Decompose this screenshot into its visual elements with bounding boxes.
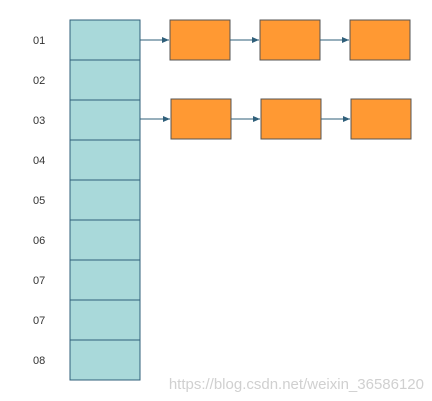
bucket-cell xyxy=(69,139,141,181)
bucket-label: 07 xyxy=(33,275,45,287)
bucket-cell xyxy=(69,19,141,61)
node xyxy=(169,19,231,61)
bucket-label: 03 xyxy=(33,115,45,127)
bucket-cell xyxy=(69,179,141,221)
node xyxy=(259,19,321,61)
bucket-label: 06 xyxy=(33,235,45,247)
bucket-column: 01 02 03 04 05 06 07 07 08 xyxy=(33,19,141,381)
bucket-cell xyxy=(69,339,141,381)
bucket-cell xyxy=(69,59,141,101)
bucket-label: 05 xyxy=(33,195,45,207)
watermark: https://blog.csdn.net/weixin_36586120 xyxy=(169,376,424,393)
bucket-cell xyxy=(69,99,141,141)
bucket-cell xyxy=(69,299,141,341)
bucket-cell xyxy=(69,259,141,301)
bucket-label: 02 xyxy=(33,75,45,87)
chain-3 xyxy=(140,98,412,140)
bucket-label: 08 xyxy=(33,355,45,367)
bucket-label: 07 xyxy=(33,315,45,327)
node xyxy=(170,98,232,140)
node xyxy=(349,19,411,61)
chain-1 xyxy=(140,19,411,61)
bucket-label: 01 xyxy=(33,35,45,47)
bucket-cell xyxy=(69,219,141,261)
node xyxy=(350,98,412,140)
node xyxy=(260,98,322,140)
bucket-label: 04 xyxy=(33,155,45,167)
